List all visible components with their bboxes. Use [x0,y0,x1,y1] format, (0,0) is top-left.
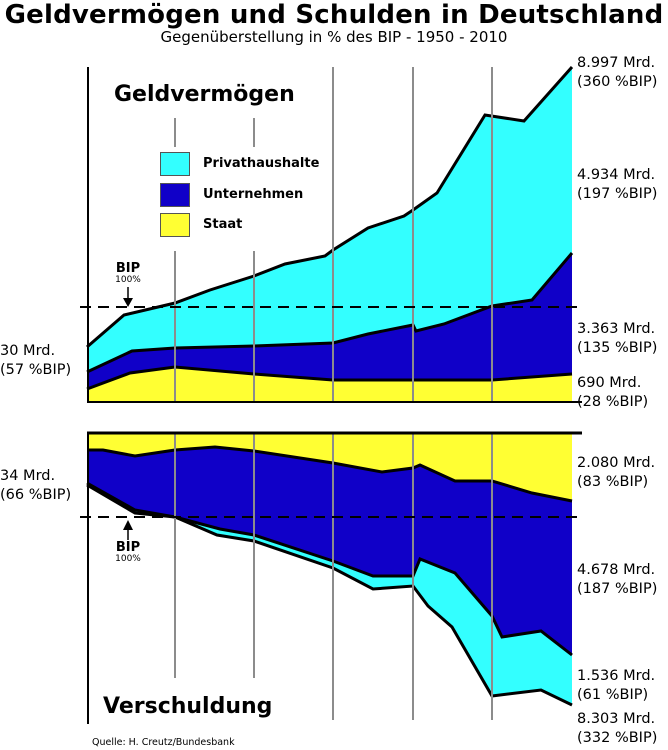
legend-swatch-staat [160,213,190,237]
bottom-right-label-privathaushalte: 1.536 Mrd. (61 %BIP) [577,668,656,703]
top-right-label-privathaushalte: 4.934 Mrd. (197 %BIP) [577,167,658,202]
legend-item-unternehmen: Unternehmen [160,183,400,213]
area-privathaushalte-debt [87,483,572,705]
bottom-panel-areas [86,433,573,707]
legend-item-privathaushalte: Privathaushalte [160,152,400,182]
top-bip-marker: BIP 100% [108,262,148,285]
area-unternehmen-debt [87,447,572,655]
bip-label: BIP [115,540,141,555]
bottom-bip-marker: BIP 100% [108,541,148,564]
bottom-right-label-total: 8.303 Mrd. (332 %BIP) [577,711,658,746]
chart-subtitle: Gegenüberstellung in % des BIP - 1950 - … [160,28,508,46]
bip-label: BIP [115,261,141,276]
source-note: Quelle: H. Creutz/Bundesbank [92,737,235,748]
chart-title: Geldvermögen und Schulden in Deutschland [4,0,664,30]
area-unternehmen-assets [87,253,572,389]
area-staat-assets [87,367,572,402]
legend-swatch-unternehmen [160,183,190,207]
area-privathaushalte-assets [87,67,572,372]
top-bip-arrow-icon [123,287,133,307]
bottom-right-label-unternehmen: 4.678 Mrd. (187 %BIP) [577,562,658,597]
top-right-label-total: 8.997 Mrd. (360 %BIP) [577,55,658,90]
legend-item-staat: Staat [160,213,400,243]
top-left-value-label: 30 Mrd. (57 %BIP) [0,343,72,378]
bottom-left-value-label: 34 Mrd. (66 %BIP) [0,468,72,503]
top-right-label-staat: 690 Mrd. (28 %BIP) [577,375,649,410]
legend-swatch-privathaushalte [160,152,190,176]
top-right-label-unternehmen: 3.363 Mrd. (135 %BIP) [577,321,658,356]
bip-percent: 100% [115,275,141,285]
bottom-bip-arrow-icon [123,520,133,540]
bottom-gridlines [174,433,493,720]
legend-label: Staat [203,217,243,232]
bottom-right-label-staat: 2.080 Mrd. (83 %BIP) [577,455,656,490]
top-gridlines [174,67,493,402]
top-panel-areas [86,66,574,402]
top-panel-title: Geldvermögen [114,82,295,107]
bottom-panel-title: Verschuldung [103,694,273,719]
area-staat-debt [87,433,572,501]
legend-label: Privathaushalte [203,156,320,171]
legend-label: Unternehmen [203,187,304,202]
bip-percent: 100% [115,554,141,564]
